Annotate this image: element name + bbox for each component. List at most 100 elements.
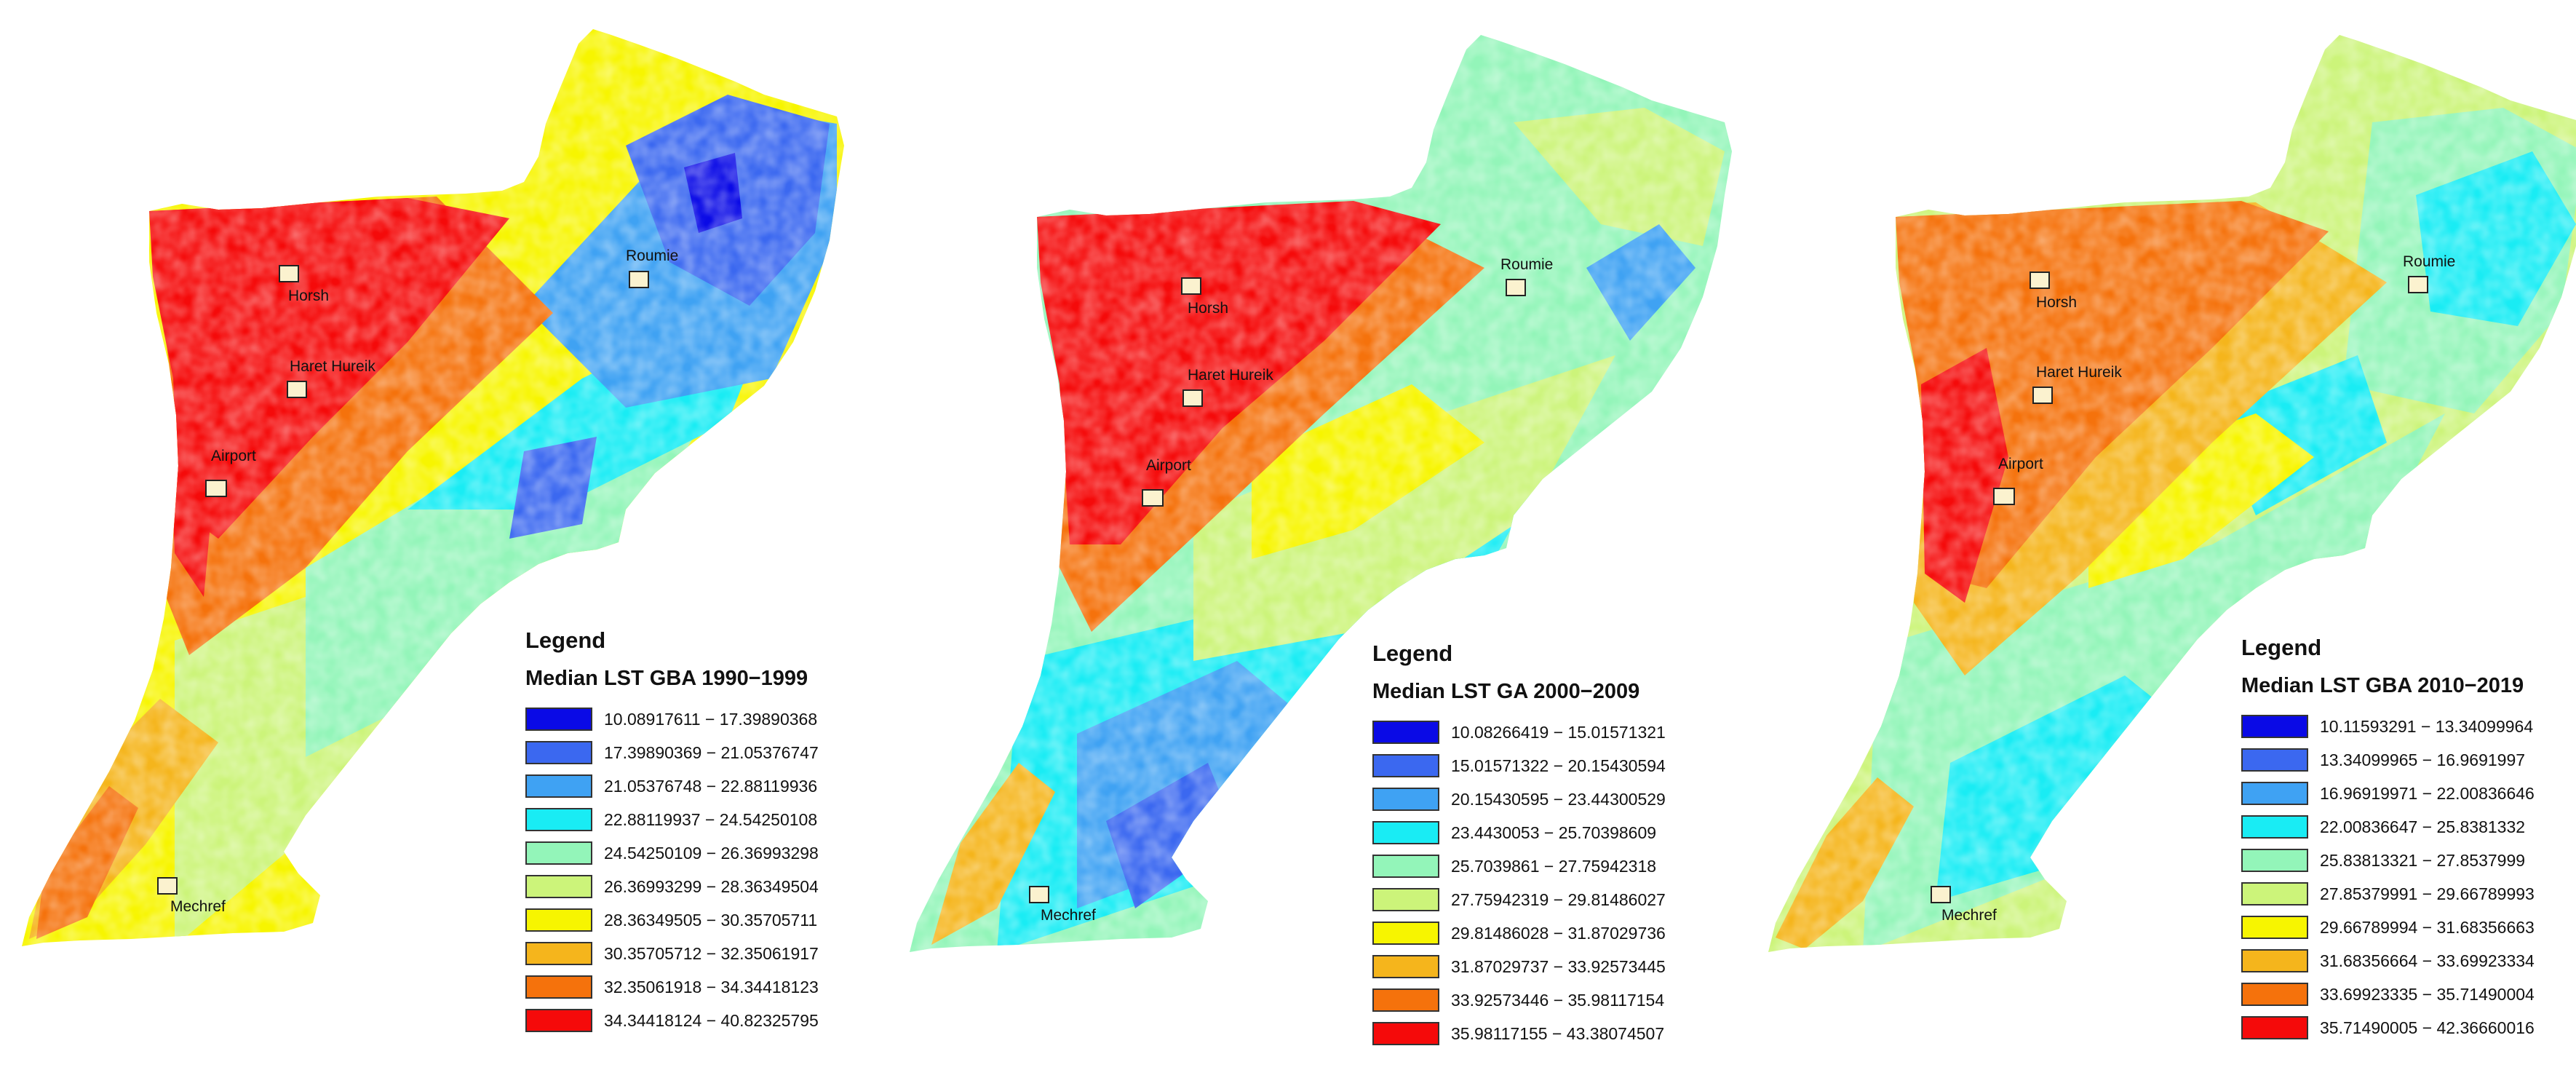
legend-row: 13.34099965 − 16.9691997: [2241, 743, 2535, 777]
legend-swatch: [525, 841, 592, 865]
legend-swatch: [525, 975, 592, 999]
label-haret-hureik: Haret Hureik: [2036, 364, 2122, 381]
legend-row: 16.96919971 − 22.00836646: [2241, 777, 2535, 810]
marker-horsh: [279, 265, 299, 282]
legend-swatch: [1372, 988, 1439, 1012]
legend-title: Median LST GA 2000−2009: [1372, 680, 1640, 703]
label-mechref: Mechref: [1041, 907, 1096, 924]
legend-swatch: [1372, 754, 1439, 777]
lst-map-1990-1999: Horsh Haret Hureik Airport Roumie Mechre…: [22, 29, 844, 946]
legend-range-label: 27.75942319 − 29.81486027: [1451, 889, 1666, 909]
marker-haret-hureik: [287, 381, 307, 398]
legend-swatch: [2241, 983, 2308, 1006]
legend-range-label: 29.66789994 − 31.68356663: [2320, 917, 2535, 937]
marker-mechref: [1029, 886, 1049, 903]
legend-range-label: 16.96919971 − 22.00836646: [2320, 783, 2535, 803]
marker-roumie: [2408, 276, 2428, 293]
legend-range-label: 21.05376748 − 22.88119936: [604, 776, 818, 796]
legend-range-label: 13.34099965 − 16.9691997: [2320, 750, 2526, 769]
map-panel-1990-1999: Horsh Haret Hureik Airport Roumie Mechre…: [0, 0, 859, 1064]
marker-airport: [1142, 489, 1164, 507]
legend-range-label: 35.98117155 − 43.38074507: [1451, 1023, 1665, 1043]
legend-swatch: [2241, 748, 2308, 772]
legend-row: 20.15430595 − 23.44300529: [1372, 782, 1666, 816]
legend-range-label: 31.87029737 − 33.92573445: [1451, 956, 1666, 976]
legend-range-label: 24.54250109 − 26.36993298: [604, 843, 819, 863]
legend-range-label: 22.00836647 − 25.8381332: [2320, 817, 2526, 836]
legend-row: 10.08266419 − 15.01571321: [1372, 716, 1666, 749]
marker-airport: [205, 480, 227, 497]
legend-swatch: [525, 942, 592, 965]
legend-classes: 10.11593291 − 13.34099964 13.34099965 − 1…: [2241, 710, 2535, 1045]
lst-map-2000-2009: Horsh Haret Hureik Airport Roumie Mechre…: [910, 35, 1732, 952]
label-roumie: Roumie: [626, 247, 678, 264]
label-roumie: Roumie: [1500, 256, 1553, 273]
legend-row: 25.83813321 − 27.8537999: [2241, 844, 2535, 877]
legend-range-label: 35.71490005 − 42.36660016: [2320, 1018, 2535, 1037]
legend-heading: Legend: [2241, 635, 2322, 660]
legend-swatch: [2241, 882, 2308, 905]
place-markers: Horsh Haret Hureik Airport Roumie Mechre…: [157, 247, 678, 915]
marker-haret-hureik: [1182, 389, 1203, 407]
legend-row: 28.36349505 − 30.35705711: [525, 903, 819, 937]
marker-mechref: [157, 877, 178, 895]
legend-range-label: 27.85379991 − 29.66789993: [2320, 884, 2535, 903]
legend-swatch: [2241, 916, 2308, 939]
legend-range-label: 25.83813321 − 27.8537999: [2320, 850, 2526, 870]
label-horsh: Horsh: [2036, 294, 2077, 311]
legend-2010-2019: Legend Median LST GBA 2010−2019 10.11593…: [2241, 635, 2535, 1045]
marker-mechref: [1931, 886, 1951, 903]
legend-range-label: 10.08266419 − 15.01571321: [1451, 722, 1666, 742]
legend-swatch: [1372, 888, 1439, 911]
legend-title: Median LST GBA 1990−1999: [525, 667, 808, 690]
label-haret-hureik: Haret Hureik: [290, 358, 375, 375]
legend-1990-1999: Legend Median LST GBA 1990−1999 10.08917…: [525, 627, 819, 1037]
lst-map-2010-2019: Horsh Haret Hureik Airport Roumie Mechre…: [1768, 35, 2576, 952]
legend-range-label: 32.35061918 − 34.34418123: [604, 977, 819, 996]
legend-title: Median LST GBA 2010−2019: [2241, 674, 2524, 697]
legend-row: 31.87029737 − 33.92573445: [1372, 950, 1666, 983]
legend-swatch: [2241, 782, 2308, 805]
legend-range-label: 28.36349505 − 30.35705711: [604, 910, 818, 930]
legend-swatch: [2241, 949, 2308, 972]
legend-row: 26.36993299 − 28.36349504: [525, 870, 819, 903]
legend-swatch: [1372, 1022, 1439, 1045]
legend-swatch: [525, 808, 592, 831]
label-mechref: Mechref: [170, 898, 226, 915]
legend-row: 35.71490005 − 42.36660016: [2241, 1011, 2535, 1045]
legend-row: 30.35705712 − 32.35061917: [525, 937, 819, 970]
legend-row: 22.00836647 − 25.8381332: [2241, 810, 2535, 844]
label-horsh: Horsh: [1188, 300, 1228, 317]
legend-range-label: 23.4430053 − 25.70398609: [1451, 823, 1657, 842]
legend-range-label: 25.7039861 − 27.75942318: [1451, 856, 1657, 876]
legend-swatch: [2241, 715, 2308, 738]
legend-row: 33.69923335 − 35.71490004: [2241, 978, 2535, 1011]
legend-swatch: [1372, 922, 1439, 945]
marker-horsh: [1181, 277, 1201, 295]
legend-range-label: 29.81486028 − 31.87029736: [1451, 923, 1666, 943]
label-roumie: Roumie: [2403, 253, 2455, 270]
legend-classes: 10.08917611 − 17.39890368 17.39890369 − 2…: [525, 702, 819, 1037]
legend-row: 31.68356664 − 33.69923334: [2241, 944, 2535, 978]
legend-swatch: [1372, 855, 1439, 878]
legend-swatch: [1372, 721, 1439, 744]
legend-row: 21.05376748 − 22.88119936: [525, 769, 819, 803]
legend-range-label: 26.36993299 − 28.36349504: [604, 876, 819, 896]
legend-swatch: [2241, 815, 2308, 839]
legend-row: 32.35061918 − 34.34418123: [525, 970, 819, 1004]
marker-haret-hureik: [2032, 387, 2053, 404]
legend-range-label: 22.88119937 − 24.54250108: [604, 809, 818, 829]
legend-range-label: 15.01571322 − 20.15430594: [1451, 756, 1666, 775]
legend-row: 22.88119937 − 24.54250108: [525, 803, 819, 836]
map-panel-2010-2019: Horsh Haret Hureik Airport Roumie Mechre…: [1717, 0, 2576, 1064]
legend-heading: Legend: [525, 627, 606, 653]
legend-swatch: [525, 908, 592, 932]
legend-swatch: [2241, 849, 2308, 872]
legend-range-label: 33.92573446 − 35.98117154: [1451, 990, 1665, 1010]
legend-row: 25.7039861 − 27.75942318: [1372, 849, 1666, 883]
legend-swatch: [1372, 955, 1439, 978]
legend-swatch: [525, 741, 592, 764]
marker-horsh: [2030, 272, 2050, 289]
legend-range-label: 10.11593291 − 13.34099964: [2320, 716, 2534, 736]
label-haret-hureik: Haret Hureik: [1188, 367, 1273, 384]
